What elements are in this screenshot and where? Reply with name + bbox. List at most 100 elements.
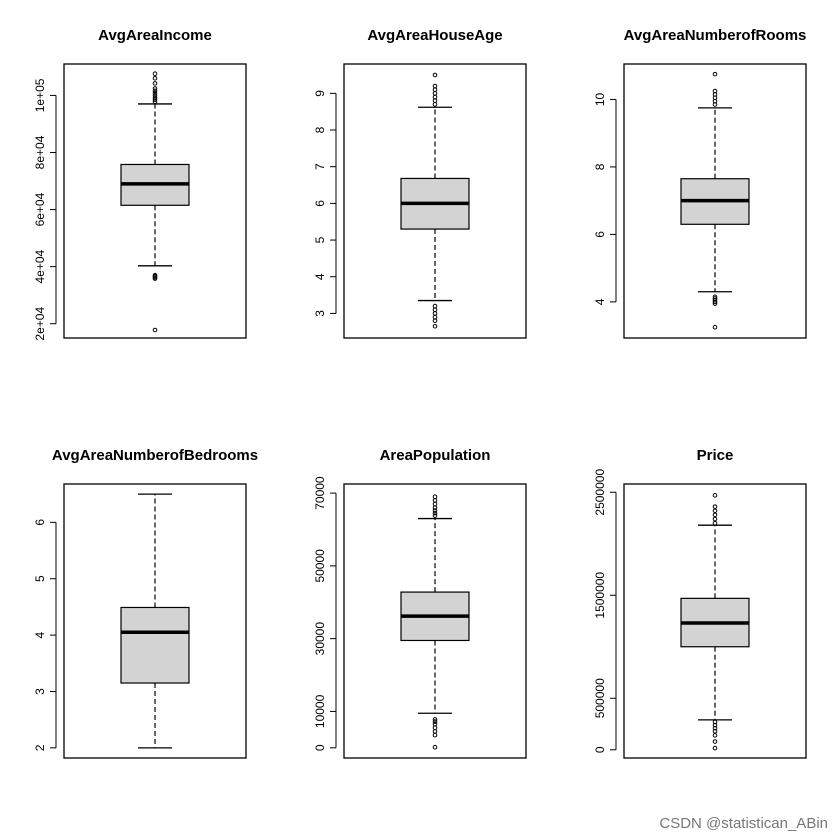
panel-title: AvgAreaNumberofRooms: [624, 27, 807, 44]
outlier-point: [432, 494, 438, 500]
outlier-point: [432, 508, 438, 513]
y-tick-label: 4: [33, 631, 47, 638]
outlier-point: [152, 86, 158, 91]
outlier-point: [152, 272, 158, 278]
panel-title: Price: [697, 447, 734, 464]
y-tick-label: 70000: [313, 476, 327, 510]
outlier-point: [432, 318, 438, 324]
outlier-point: [432, 98, 438, 103]
outlier-point: [152, 81, 158, 86]
outlier-point: [712, 71, 718, 77]
y-tick-label: 8: [313, 126, 327, 133]
panel-1: AvgAreaIncome 2e+04 4e+04 6e+04 8e+04 1e+05: [33, 27, 247, 341]
y-tick-label: 0: [593, 746, 607, 753]
panel-5: AreaPopulation 0 10000 30000 50000 70000: [313, 447, 527, 759]
outlier-point: [152, 93, 158, 98]
y-tick-label: 3: [33, 688, 47, 695]
y-tick-label: 8e+04: [33, 135, 47, 169]
outlier-point: [712, 719, 718, 725]
outlier-point: [432, 83, 438, 89]
panel-6: Price 0 500000 1500000 2500000: [593, 447, 807, 759]
outlier-point: [152, 95, 158, 100]
outlier-point: [712, 324, 718, 330]
y-tick-label: 5: [313, 236, 327, 243]
outlier-point: [432, 303, 438, 309]
outlier-point: [712, 294, 718, 300]
y-tick-label: 6: [313, 200, 327, 207]
y-tick-label: 6: [33, 519, 47, 526]
y-tick-label: 7: [313, 163, 327, 170]
outlier-point: [152, 97, 158, 102]
outlier-point: [432, 311, 438, 316]
outlier-point: [432, 725, 438, 731]
outlier-point: [712, 728, 718, 734]
plot-frame: [623, 63, 807, 339]
y-tick-label: 4e+04: [33, 249, 47, 283]
panel-3: AvgAreaNumberofRooms 4 6 8 10: [593, 27, 807, 339]
y-tick-label: 8: [593, 163, 607, 170]
y-tick-label: 1500000: [593, 572, 607, 619]
outlier-point: [432, 72, 438, 78]
plot-frame: [63, 63, 247, 339]
plot-frame: [623, 483, 807, 759]
outlier-point: [712, 493, 718, 498]
y-tick-label: 10000: [313, 694, 327, 728]
panel-title: AvgAreaNumberofBedrooms: [52, 447, 258, 464]
outlier-point: [432, 102, 438, 107]
plot-frame: [343, 63, 527, 339]
outlier-point: [432, 87, 438, 92]
outlier-point: [432, 719, 438, 724]
y-tick-label: 500000: [593, 678, 607, 718]
outlier-point: [712, 512, 718, 518]
y-tick-label: 6: [593, 231, 607, 238]
outlier-point: [152, 71, 158, 77]
y-tick-label: 0: [313, 744, 327, 751]
panel-4: AvgAreaNumberofBedrooms 2 3 4 5 6: [33, 447, 258, 759]
outlier-point: [712, 520, 718, 526]
outlier-point: [152, 88, 158, 94]
outlier-point: [432, 307, 438, 313]
y-tick-label: 30000: [313, 622, 327, 656]
y-tick-label: 6e+04: [33, 192, 47, 226]
outlier-point: [152, 75, 158, 81]
y-tick-label: 50000: [313, 549, 327, 583]
y-tick-label: 2: [33, 744, 47, 751]
outlier-point: [712, 516, 718, 522]
panel-title: AreaPopulation: [380, 447, 491, 464]
plot-frame: [343, 483, 527, 759]
y-tick-label: 1e+05: [33, 78, 47, 112]
y-tick-label: 2500000: [593, 469, 607, 516]
outlier-point: [432, 513, 438, 518]
outlier-point: [432, 744, 438, 750]
outlier-point: [432, 94, 438, 100]
outlier-point: [712, 504, 718, 509]
outlier-point: [432, 498, 438, 503]
panel-2: AvgAreaHouseAge 3 4 5 6 7 8 9: [313, 27, 527, 339]
outlier-point: [432, 732, 438, 738]
outlier-point: [712, 733, 718, 738]
outlier-point: [152, 327, 158, 333]
outlier-point: [432, 314, 438, 320]
outlier-point: [432, 510, 438, 516]
outlier-point: [712, 739, 718, 744]
outlier-point: [432, 91, 438, 96]
y-tick-label: 10: [593, 92, 607, 106]
outlier-point: [432, 729, 438, 734]
panel-title: AvgAreaIncome: [98, 27, 212, 44]
y-tick-label: 5: [33, 575, 47, 582]
outlier-point: [712, 725, 718, 731]
y-tick-label: 4: [593, 298, 607, 305]
y-tick-label: 3: [313, 310, 327, 317]
outlier-point: [712, 88, 718, 94]
outlier-point: [432, 721, 438, 727]
outlier-point: [712, 296, 718, 301]
plot-frame: [63, 483, 247, 759]
iqr-box: [120, 606, 190, 684]
y-tick-label: 9: [313, 90, 327, 97]
watermark: CSDN @statistican_ABin: [659, 815, 828, 832]
outlier-point: [152, 90, 158, 96]
y-tick-label: 2e+04: [33, 307, 47, 341]
outlier-point: [712, 508, 718, 514]
outlier-point: [712, 745, 718, 751]
